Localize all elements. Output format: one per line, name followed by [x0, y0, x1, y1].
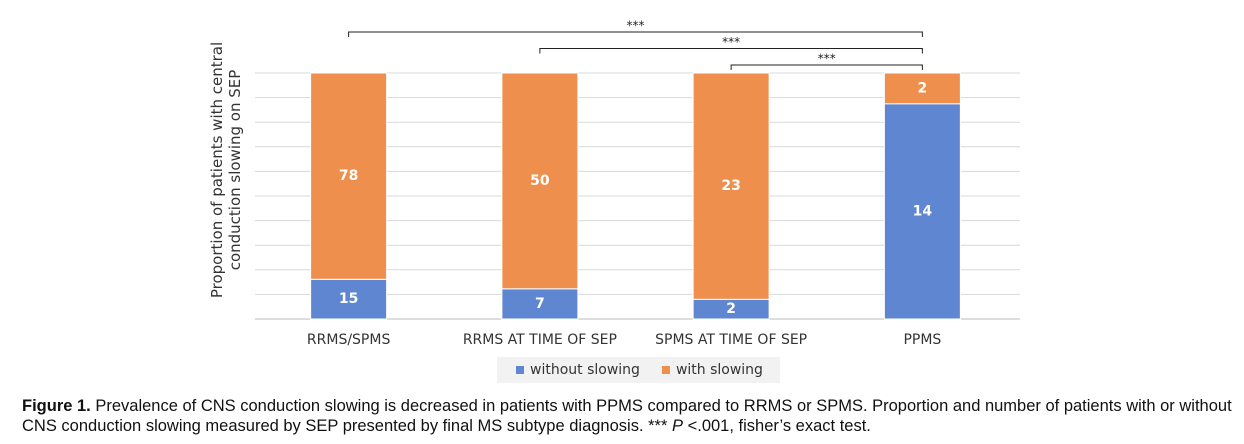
- x-tick-label: RRMS/SPMS: [307, 332, 391, 348]
- bar-segment: [310, 278, 388, 320]
- caption: Figure 1. Prevalence of CNS conduction s…: [22, 396, 1232, 436]
- bar-segment: [501, 288, 579, 320]
- bar-segment: [883, 103, 961, 320]
- data-label: 15: [339, 291, 358, 307]
- y-axis-label-line: conduction slowing on SEP: [226, 70, 244, 271]
- data-label: 50: [530, 173, 550, 189]
- caption-text: Prevalence of CNS conduction slowing is …: [22, 397, 1232, 435]
- significance-label: ***: [818, 52, 836, 66]
- x-tick-label: SPMS AT TIME OF SEP: [655, 332, 807, 348]
- bar-segment: [501, 72, 579, 290]
- legend-label: with slowing: [676, 362, 763, 378]
- significance-bracket: [730, 64, 923, 70]
- significance-label: ***: [627, 19, 645, 33]
- data-label: 23: [721, 178, 740, 194]
- legend-swatch: [516, 366, 524, 374]
- bar-segment: [692, 72, 770, 300]
- caption-symbol: P: [671, 417, 683, 435]
- chart: Proportion of patients with centralcondu…: [208, 19, 1020, 383]
- data-label: 78: [339, 168, 358, 184]
- data-label: 7: [535, 296, 545, 312]
- legend-box: [497, 357, 780, 383]
- x-tick-label: RRMS AT TIME OF SEP: [463, 332, 617, 348]
- legend-swatch: [661, 366, 670, 374]
- data-label: 14: [913, 203, 933, 219]
- significance-label: ***: [722, 35, 740, 49]
- significance-bracket: [539, 48, 923, 54]
- caption-rest: <.001, fisher’s exact test.: [687, 417, 871, 435]
- bar-segment: [883, 72, 961, 105]
- y-axis-label: Proportion of patients with centralcondu…: [208, 42, 244, 298]
- y-axis-label-line: Proportion of patients with central: [208, 42, 226, 298]
- data-label: 2: [918, 80, 928, 96]
- caption-label: Figure 1.: [22, 397, 91, 415]
- data-label: 2: [726, 301, 736, 317]
- x-tick-label: PPMS: [903, 332, 941, 348]
- significance-bracket: [348, 31, 923, 37]
- legend-label: without slowing: [530, 362, 640, 378]
- bar-segment: [310, 72, 388, 280]
